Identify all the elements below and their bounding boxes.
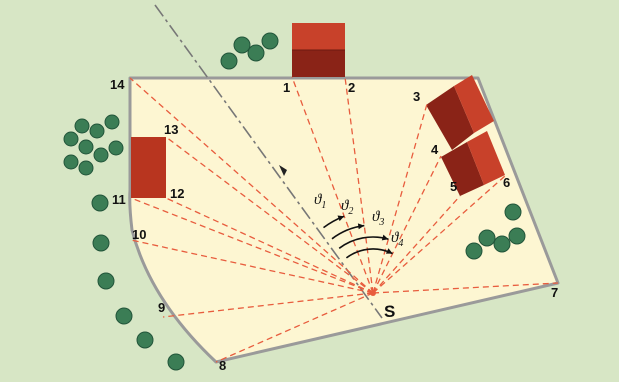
tree-icon (261, 32, 279, 50)
tree-icon (233, 36, 251, 54)
point-label: 9 (158, 300, 165, 315)
house-icon (292, 23, 345, 77)
station-point (370, 290, 376, 296)
house-icon (426, 75, 505, 196)
tree-icon (115, 307, 133, 325)
tree-icon (74, 118, 90, 134)
tree-icon (136, 331, 154, 349)
arc-arrowhead (357, 223, 365, 230)
tree-icon (92, 234, 110, 252)
tree-icon (478, 229, 496, 247)
tree-icon (504, 203, 522, 221)
tree-group-top (220, 32, 279, 70)
point-label: 4 (431, 142, 439, 157)
tree-icon (91, 194, 109, 212)
sight-line (372, 282, 559, 294)
reference-axis (154, 4, 383, 319)
point-label: 7 (551, 285, 558, 300)
north-arrow-icon (279, 165, 287, 176)
sight-line (162, 292, 374, 318)
tree-icon (63, 154, 79, 170)
arc-arrowhead (381, 234, 389, 241)
sight-line (130, 239, 374, 294)
tree-icon (78, 139, 94, 155)
point-label: 1 (283, 80, 290, 95)
tree-icon (108, 140, 124, 156)
tree-icon (93, 147, 109, 163)
angle-arcs (323, 215, 393, 259)
sight-line (165, 197, 374, 294)
station-label: S (384, 302, 395, 321)
sight-line (129, 77, 374, 294)
tree-icon (63, 131, 79, 147)
tree-group-left (63, 114, 124, 176)
lot-boundary (128, 76, 560, 364)
point-label: 13 (164, 122, 178, 137)
sight-line (372, 103, 428, 294)
tree-group-curve (91, 194, 185, 371)
sight-line (344, 76, 374, 294)
tree-group-right (465, 203, 526, 260)
point-label: 5 (450, 179, 457, 194)
point-label: 11 (112, 192, 126, 207)
tree-icon (493, 235, 511, 253)
sight-line (291, 76, 374, 294)
point-label: 6 (503, 175, 510, 190)
point-label: 8 (219, 358, 226, 373)
tree-icon (465, 242, 483, 260)
tree-icon (167, 353, 185, 371)
point-label: 2 (348, 80, 355, 95)
sight-line (165, 136, 374, 294)
tree-icon (247, 44, 265, 62)
tree-icon (508, 227, 526, 245)
sight-line (372, 195, 461, 294)
point-label: 3 (413, 89, 420, 104)
tree-icon (220, 52, 238, 70)
sight-lines (129, 76, 559, 363)
sight-line (372, 155, 442, 294)
arc-arrowhead (385, 248, 393, 254)
tree-icon (97, 272, 115, 290)
tree-icon (89, 123, 105, 139)
sight-line (215, 292, 374, 363)
point-label: 12 (170, 186, 184, 201)
tree-icon (104, 114, 120, 130)
point-label: 14 (110, 77, 125, 92)
point-label: 10 (132, 227, 146, 242)
house-icon (131, 137, 166, 198)
tree-icon (78, 160, 94, 176)
arc-arrowhead (337, 215, 345, 222)
sight-line (130, 197, 374, 294)
